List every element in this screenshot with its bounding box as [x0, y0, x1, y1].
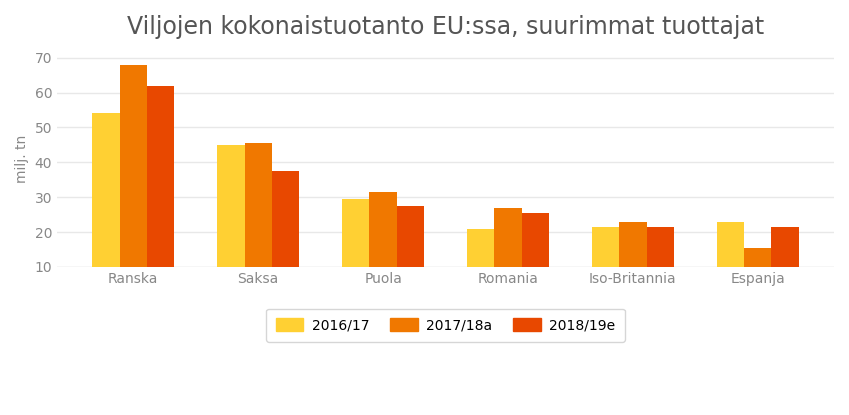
Bar — [745, 248, 772, 267]
Y-axis label: milj. tn: milj. tn — [15, 135, 29, 183]
Bar — [619, 222, 647, 267]
Bar — [93, 113, 120, 267]
Bar — [396, 206, 424, 267]
Bar — [772, 227, 799, 267]
Bar — [120, 65, 147, 267]
Bar — [494, 208, 521, 267]
Bar — [342, 199, 369, 267]
Bar — [147, 85, 174, 267]
Bar — [647, 227, 674, 267]
Bar — [245, 143, 272, 267]
Bar — [217, 145, 245, 267]
Bar — [521, 213, 548, 267]
Title: Viljojen kokonaistuotanto EU:ssa, suurimmat tuottajat: Viljojen kokonaistuotanto EU:ssa, suurim… — [127, 15, 764, 39]
Bar — [592, 227, 619, 267]
Bar — [272, 171, 299, 267]
Legend: 2016/17, 2017/18a, 2018/19e: 2016/17, 2017/18a, 2018/19e — [266, 308, 625, 342]
Bar — [717, 222, 745, 267]
Bar — [369, 192, 396, 267]
Bar — [467, 229, 494, 267]
